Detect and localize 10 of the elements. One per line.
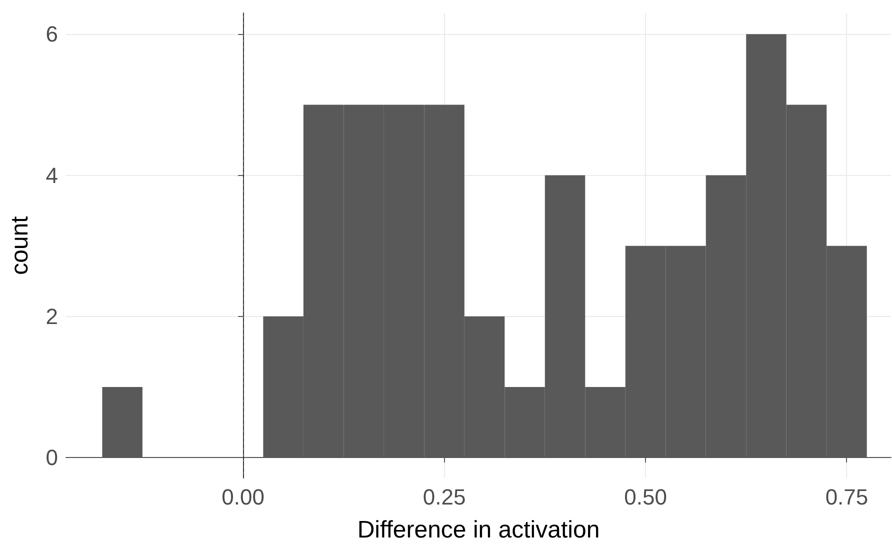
x-tick-label: 0.25 bbox=[422, 484, 466, 510]
x-tick-label: 0.50 bbox=[624, 484, 667, 510]
x-tick-label: 0.00 bbox=[222, 484, 264, 510]
y-tick-label: 4 bbox=[46, 162, 58, 188]
y-tick-label: 0 bbox=[46, 445, 58, 470]
y-tick-label: 6 bbox=[46, 22, 58, 47]
y-tick-label: 2 bbox=[46, 304, 58, 329]
x-axis-title: Difference in activation bbox=[357, 516, 600, 544]
y-axis-title: count bbox=[6, 216, 34, 275]
x-tick-label: 0.75 bbox=[825, 484, 868, 510]
